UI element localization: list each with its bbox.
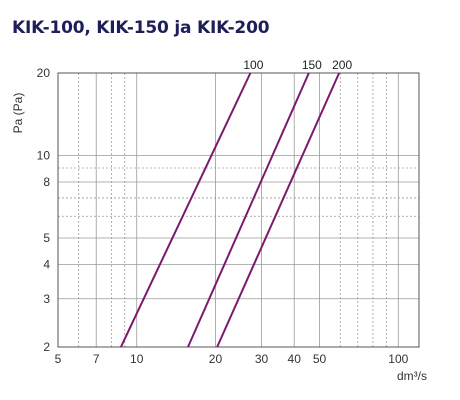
series-label-100: 100 — [243, 58, 263, 72]
x-tick-label: 50 — [313, 352, 327, 366]
x-tick-label: 40 — [288, 352, 302, 366]
y-tick-label: 20 — [37, 66, 51, 80]
plot-frame — [57, 72, 420, 348]
series-line-200 — [216, 72, 341, 348]
x-tick-labels: 5 7 10 20 30 40 50 100 — [55, 352, 409, 366]
y-tick-label: 8 — [43, 175, 50, 189]
y-tick-label: 10 — [37, 148, 51, 162]
y-tick-label: 2 — [43, 340, 50, 354]
x-tick-label: 5 — [55, 352, 62, 366]
series-label-150: 150 — [302, 58, 322, 72]
series-lines — [120, 72, 341, 348]
y-tick-labels: 2 3 4 5 8 10 20 — [37, 66, 51, 354]
series-line-100 — [120, 72, 252, 348]
x-tick-label: 30 — [255, 352, 269, 366]
y-tick-label: 5 — [43, 231, 50, 245]
grid — [58, 73, 419, 347]
series-labels: 100 150 200 — [243, 58, 352, 72]
series-label-200: 200 — [332, 58, 352, 72]
y-axis-label: Pa (Pa) — [11, 93, 25, 134]
x-tick-label: 10 — [130, 352, 144, 366]
x-tick-label: 100 — [388, 352, 408, 366]
series-line-150 — [187, 72, 310, 348]
y-tick-label: 3 — [43, 292, 50, 306]
x-tick-label: 20 — [209, 352, 223, 366]
y-tick-label: 4 — [43, 258, 50, 272]
chart-title: KIK-100, KIK-150 ja KIK-200 — [12, 18, 270, 38]
x-tick-label: 7 — [93, 352, 100, 366]
x-axis-label: dm³/s — [397, 369, 427, 383]
